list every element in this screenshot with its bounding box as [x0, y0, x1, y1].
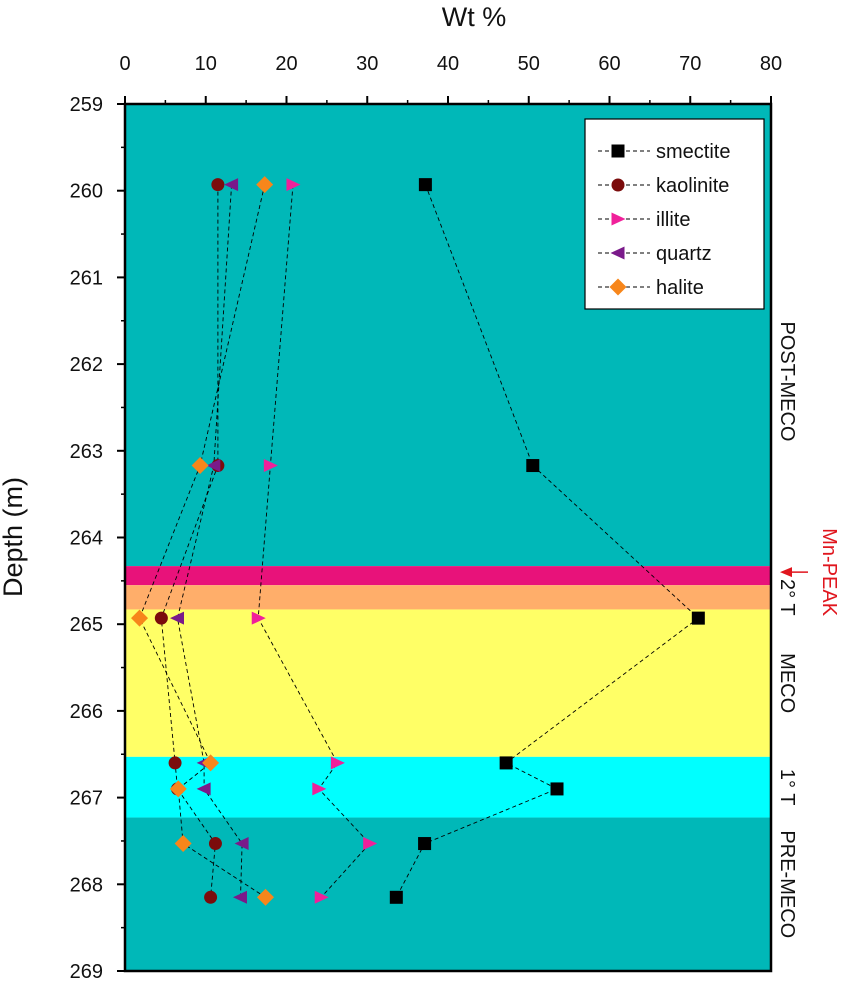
kaolinite-point-5	[208, 837, 222, 851]
smectite-point-5	[418, 837, 432, 851]
halite-point-6	[257, 888, 275, 906]
smectite-point-3	[499, 756, 513, 770]
y-tick-label-10: 269	[70, 961, 103, 983]
smectite-point-4	[550, 782, 564, 796]
smectite-point-1	[526, 459, 540, 473]
y-tick-label-0: 259	[70, 94, 103, 116]
smectite-point-0	[418, 178, 432, 192]
halite-point-1	[191, 457, 209, 475]
x-tick-label-4: 40	[437, 53, 459, 75]
zone-band-2	[125, 585, 771, 610]
data-points	[131, 176, 705, 906]
y-tick-label-6: 265	[70, 614, 103, 636]
smectite-point-2	[691, 611, 705, 625]
mn-peak-annotation: Mn-PEAK	[780, 528, 840, 617]
x-tick-label-8: 80	[760, 53, 782, 75]
zone-band-5	[125, 817, 771, 971]
illite-point-4	[312, 782, 327, 796]
quartz-point-1	[206, 459, 221, 473]
x-tick-label-5: 50	[518, 53, 540, 75]
halite-point-0	[256, 176, 274, 194]
x-axis-title: Wt %	[442, 2, 507, 32]
zone-band-1	[125, 566, 771, 586]
x-tick-label-7: 70	[679, 53, 701, 75]
kaolinite-point-0	[211, 178, 225, 192]
kaolinite-point-3	[168, 756, 182, 770]
x-tick-label-1: 10	[195, 53, 217, 75]
zone-label-2-t: 2° T	[776, 579, 798, 616]
zone-label-meco: MECO	[776, 653, 798, 713]
zone-band-3	[125, 609, 771, 757]
halite-point-4	[169, 780, 187, 798]
legend-label-illite: illite	[656, 209, 690, 231]
quartz-point-6	[232, 890, 247, 904]
illite-point-3	[330, 756, 345, 770]
legend-label-halite: halite	[656, 277, 704, 299]
smectite-point-6	[389, 890, 403, 904]
legend: smectite kaolinite illite quartz halite	[584, 118, 765, 310]
quartz-point-2	[169, 611, 184, 625]
x-tick-label-0: 0	[119, 53, 130, 75]
kaolinite-point-6	[204, 890, 218, 904]
zone-labels: POST-MECO 2° T MECO 1° T PRE-MECO	[776, 321, 798, 938]
halite-point-2	[131, 609, 149, 627]
illite-point-2	[251, 611, 266, 625]
y-tick-label-8: 267	[70, 788, 103, 810]
legend-label-kaolinite: kaolinite	[656, 175, 729, 197]
illite-point-6	[314, 890, 329, 904]
mn-peak-arrow-head	[780, 567, 792, 578]
x-tick-label-6: 60	[598, 53, 620, 75]
legend-label-quartz: quartz	[656, 243, 712, 265]
legend-label-smectite: smectite	[656, 141, 730, 163]
legend-marker-smectite	[611, 144, 625, 158]
quartz-point-5	[234, 837, 249, 851]
y-axis-title: Depth (m)	[0, 477, 28, 597]
y-tick-label-3: 262	[70, 354, 103, 376]
y-tick-label-5: 264	[70, 528, 103, 550]
legend-marker-quartz	[610, 246, 625, 260]
halite-point-5	[174, 835, 192, 853]
legend-marker-illite	[611, 212, 626, 226]
y-tick-label-1: 260	[70, 181, 103, 203]
illite-point-0	[286, 178, 301, 192]
zone-band-4	[125, 756, 771, 818]
y-tick-label-9: 268	[70, 874, 103, 896]
axes: 0 10 20 30 40 50 60 70 80 259 260 261 262 263 264 265 26…	[70, 53, 783, 983]
y-tick-label-2: 261	[70, 267, 103, 289]
mn-peak-label: Mn-PEAK	[818, 528, 840, 616]
illite-point-1	[263, 459, 278, 473]
x-tick-label-2: 20	[275, 53, 297, 75]
illite-point-5	[363, 837, 378, 851]
zone-label-pre-meco: PRE-MECO	[776, 830, 798, 938]
kaolinite-point-2	[154, 611, 168, 625]
quartz-point-4	[196, 782, 211, 796]
halite-point-3	[202, 754, 220, 772]
legend-marker-halite	[609, 278, 627, 296]
y-tick-label-4: 263	[70, 441, 103, 463]
x-tick-label-3: 30	[356, 53, 378, 75]
legend-marker-kaolinite	[611, 178, 625, 192]
y-tick-label-7: 266	[70, 701, 103, 723]
zone-label-1-t: 1° T	[776, 769, 798, 806]
zone-label-post-meco: POST-MECO	[776, 321, 798, 441]
quartz-point-0	[224, 178, 239, 192]
